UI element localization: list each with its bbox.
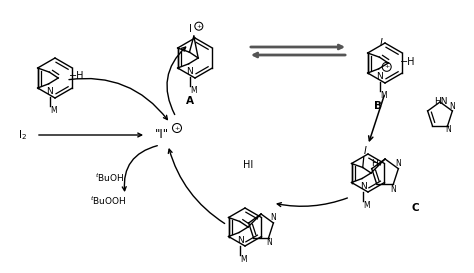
Text: N: N	[391, 185, 396, 194]
Text: N: N	[445, 125, 450, 134]
Text: N: N	[266, 238, 272, 247]
Text: N: N	[449, 102, 455, 111]
Text: I$_2$: I$_2$	[18, 128, 27, 142]
Text: M: M	[191, 86, 197, 95]
Text: A: A	[186, 96, 194, 106]
Text: $^t$BuOOH: $^t$BuOOH	[90, 195, 127, 207]
Text: +: +	[384, 64, 389, 69]
Text: N: N	[271, 213, 276, 222]
Text: N: N	[395, 159, 401, 168]
Text: M: M	[381, 91, 387, 100]
Text: C: C	[411, 203, 419, 213]
Text: N: N	[186, 67, 193, 76]
Text: "I": "I"	[155, 129, 169, 141]
Text: N: N	[46, 87, 53, 96]
Text: +: +	[196, 24, 201, 29]
Text: I: I	[190, 24, 192, 34]
Text: I: I	[363, 147, 366, 156]
Text: H: H	[371, 159, 377, 168]
Text: HN: HN	[434, 97, 447, 106]
Text: M: M	[241, 255, 247, 264]
Text: HI: HI	[243, 160, 253, 170]
Text: −H: −H	[69, 71, 85, 81]
Text: −H: −H	[400, 57, 416, 67]
Text: $^t$BuOH: $^t$BuOH	[95, 172, 125, 184]
Text: N: N	[376, 72, 383, 81]
Text: N: N	[360, 182, 366, 191]
Text: M: M	[50, 106, 57, 115]
Text: I: I	[380, 38, 383, 48]
Text: +: +	[174, 126, 180, 130]
Text: N: N	[237, 236, 243, 245]
Text: B: B	[374, 101, 382, 111]
Text: M: M	[364, 201, 370, 210]
